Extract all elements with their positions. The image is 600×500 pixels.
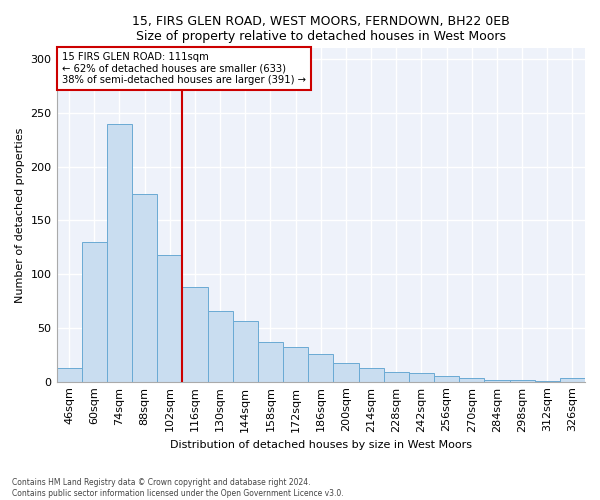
Bar [459,378,484,382]
Title: 15, FIRS GLEN ROAD, WEST MOORS, FERNDOWN, BH22 0EB
Size of property relative to : 15, FIRS GLEN ROAD, WEST MOORS, FERNDOWN… [132,15,509,43]
Bar [535,380,560,382]
Bar [334,364,359,382]
Y-axis label: Number of detached properties: Number of detached properties [15,128,25,302]
Bar [82,242,107,382]
Bar [258,342,283,382]
Bar [107,124,132,382]
Bar [434,376,459,382]
Bar [409,373,434,382]
Bar [359,368,383,382]
Bar [484,380,509,382]
Bar [233,322,258,382]
Bar [157,255,182,382]
Text: 15 FIRS GLEN ROAD: 111sqm
← 62% of detached houses are smaller (633)
38% of semi: 15 FIRS GLEN ROAD: 111sqm ← 62% of detac… [62,52,306,85]
Bar [383,372,409,382]
Text: Contains HM Land Registry data © Crown copyright and database right 2024.
Contai: Contains HM Land Registry data © Crown c… [12,478,344,498]
Bar [509,380,535,382]
Bar [283,348,308,382]
Bar [560,378,585,382]
Bar [308,354,334,382]
Bar [182,287,208,382]
Bar [132,194,157,382]
X-axis label: Distribution of detached houses by size in West Moors: Distribution of detached houses by size … [170,440,472,450]
Bar [208,310,233,382]
Bar [56,368,82,382]
